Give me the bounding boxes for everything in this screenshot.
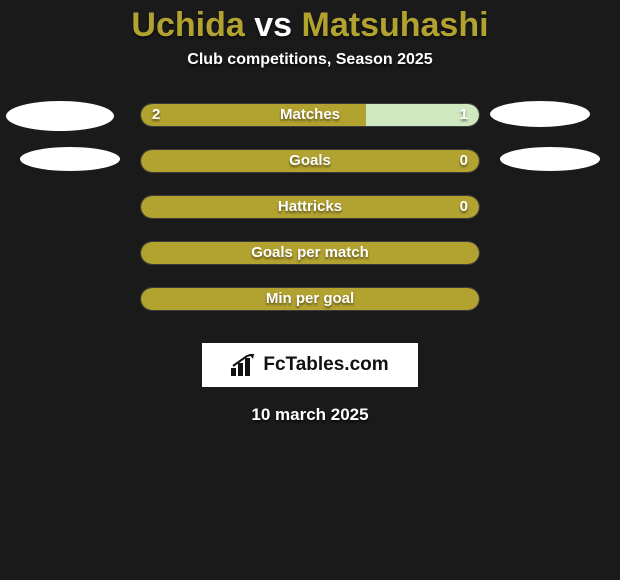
left-avatar bbox=[20, 147, 120, 171]
bar-track bbox=[140, 287, 480, 311]
player2-name: Matsuhashi bbox=[302, 6, 489, 44]
brand-box: FcTables.com bbox=[202, 343, 418, 387]
bar-fill bbox=[141, 196, 479, 218]
stat-row: Goals per match bbox=[0, 241, 620, 287]
bar-track bbox=[140, 241, 480, 265]
bar-track bbox=[140, 149, 480, 173]
vs-text: vs bbox=[254, 6, 292, 44]
bar-fill bbox=[141, 242, 479, 264]
date: 10 march 2025 bbox=[0, 405, 620, 425]
left-avatar bbox=[6, 101, 114, 131]
right-avatar bbox=[500, 147, 600, 171]
bar-track bbox=[140, 195, 480, 219]
bar-fill bbox=[141, 288, 479, 310]
bar-fill-right bbox=[366, 104, 479, 126]
bar-track bbox=[140, 103, 480, 127]
bar-fill-left bbox=[141, 104, 366, 126]
stat-row: Hattricks0 bbox=[0, 195, 620, 241]
stat-row: Min per goal bbox=[0, 287, 620, 333]
player1-name: Uchida bbox=[131, 6, 244, 44]
comparison-rows: Matches21Goals0Hattricks0Goals per match… bbox=[0, 103, 620, 333]
right-avatar bbox=[490, 101, 590, 127]
subtitle: Club competitions, Season 2025 bbox=[0, 51, 620, 69]
bar-fill bbox=[141, 150, 479, 172]
brand-text: FcTables.com bbox=[263, 354, 388, 376]
page-title: Uchida vs Matsuhashi bbox=[0, 0, 620, 45]
brand-icon bbox=[231, 354, 257, 376]
